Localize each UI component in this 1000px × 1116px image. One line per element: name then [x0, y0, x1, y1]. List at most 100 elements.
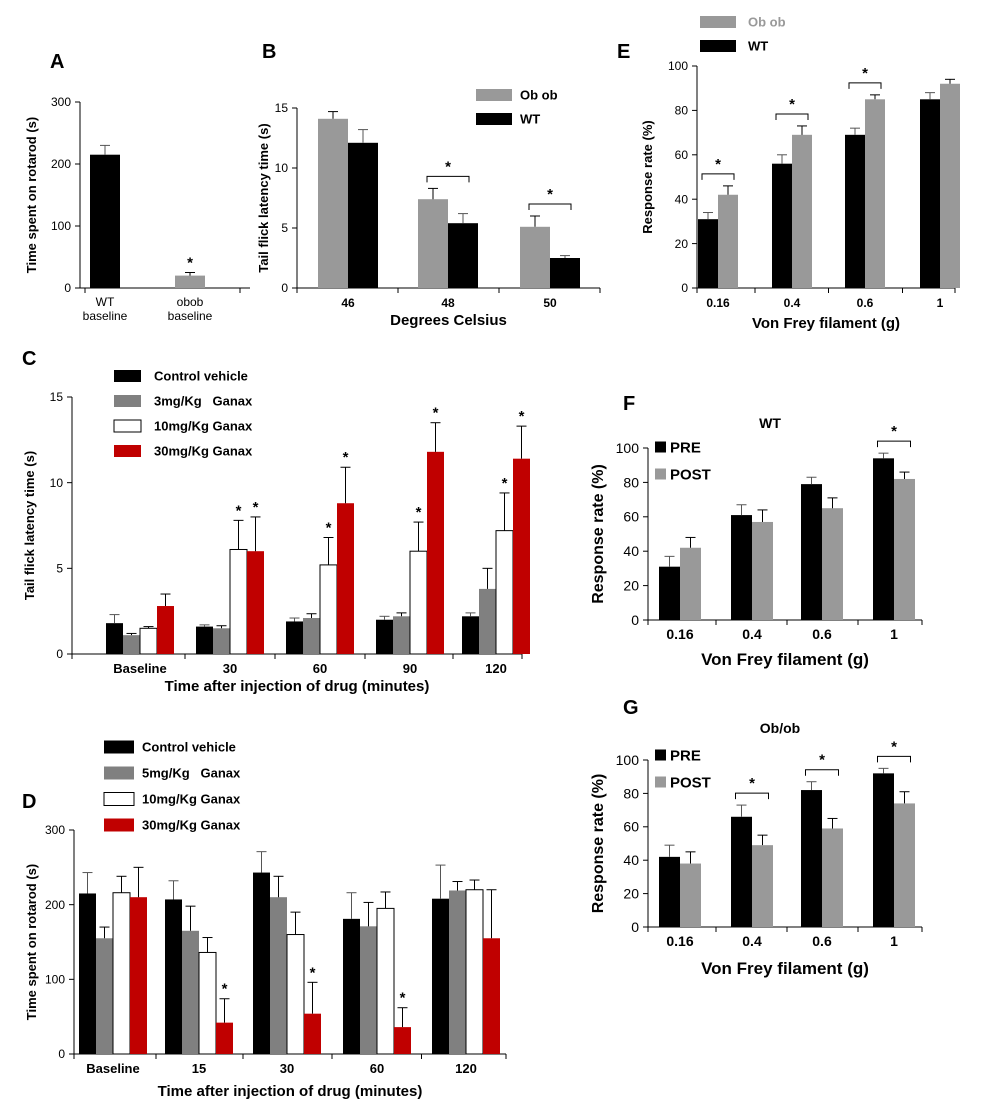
bar [801, 790, 822, 927]
bar [822, 508, 843, 620]
x-tick-label: 60 [370, 1061, 384, 1076]
bar [394, 1027, 411, 1054]
x-tick-label: 0.6 [857, 296, 874, 310]
legend-label: WT [748, 39, 768, 54]
bar [772, 163, 792, 288]
bar [337, 503, 354, 654]
x-tick-label: 0.4 [742, 626, 762, 642]
significance-bracket [805, 769, 839, 776]
bar [432, 898, 449, 1054]
significance-star: * [433, 405, 439, 422]
y-tick-label: 40 [675, 192, 689, 206]
y-tick-label: 5 [281, 221, 288, 235]
x-tick-label: 1 [890, 933, 898, 949]
significance-star: * [862, 65, 868, 82]
bar [90, 154, 120, 288]
bar [513, 458, 530, 654]
legend-swatch [114, 395, 141, 407]
legend-label: 3mg/Kg Ganax [154, 394, 253, 409]
x-tick-label: 120 [455, 1061, 477, 1076]
bar [96, 938, 113, 1054]
bar [462, 616, 479, 654]
significance-bracket [735, 792, 769, 800]
y-tick-label: 0 [681, 281, 688, 295]
significance-star: * [326, 519, 332, 536]
bar [698, 219, 718, 288]
legend-label: POST [670, 774, 711, 791]
significance-star: * [819, 752, 825, 769]
bar [376, 907, 395, 1055]
y-tick-label: 40 [623, 852, 639, 868]
bar [465, 889, 484, 1055]
bar [873, 458, 894, 620]
legend-swatch [655, 749, 666, 761]
chart-title: WT [759, 415, 781, 431]
bar [873, 773, 894, 927]
x-tick-label: 48 [441, 296, 455, 310]
legend-swatch [655, 776, 666, 788]
panel-label-a: A [50, 51, 64, 73]
y-axis-title: Time spent on rotarod (s) [24, 117, 39, 274]
bar [319, 564, 338, 655]
legend-swatch [700, 16, 736, 28]
y-axis-title: Tail flick latency time (s) [256, 123, 271, 272]
legend-swatch [103, 792, 135, 806]
legend-label: Control vehicle [142, 740, 236, 755]
significance-star: * [253, 499, 259, 516]
x-tick-label: 1 [890, 626, 898, 642]
y-axis-title: Tail flick latency time (s) [22, 451, 37, 600]
bar [247, 551, 264, 654]
bar [550, 258, 580, 288]
bar [845, 134, 865, 288]
significance-bracket [701, 173, 735, 180]
significance-star: * [789, 96, 795, 113]
bar [157, 606, 174, 654]
y-tick-label: 15 [275, 101, 289, 115]
x-tick-label: 120 [485, 661, 507, 676]
legend-swatch [113, 419, 142, 433]
x-tick-label: 15 [192, 1061, 206, 1076]
significance-bracket [426, 175, 470, 183]
panel-label-b: B [262, 41, 276, 63]
bar [343, 918, 360, 1054]
bar [253, 872, 270, 1054]
significance-star: * [547, 186, 553, 203]
bar [801, 484, 822, 620]
y-tick-label: 60 [675, 148, 689, 162]
bar [286, 621, 303, 654]
y-tick-label: 100 [51, 219, 71, 233]
bar [196, 626, 213, 654]
legend-label: PRE [670, 439, 701, 456]
significance-star: * [749, 775, 755, 792]
bar [752, 845, 773, 927]
legend-swatch [104, 740, 134, 754]
legend-swatch [476, 113, 512, 125]
bar [286, 934, 305, 1055]
bar [792, 134, 812, 288]
bar [940, 83, 960, 288]
bar [680, 547, 701, 620]
legend-label: 10mg/Kg Ganax [142, 792, 241, 807]
bar [822, 828, 843, 927]
bar [303, 618, 320, 654]
panel-d: D 0 100 200 300 Time spent on rotarod (s) Base… [22, 740, 507, 1100]
y-tick-label: 0 [56, 647, 63, 661]
y-tick-label: 100 [616, 752, 640, 768]
legend-swatch [114, 445, 141, 457]
legend-label: Ob ob [748, 15, 786, 30]
y-axis-title: Response rate (%) [590, 774, 607, 914]
bar [659, 566, 680, 620]
bar [198, 951, 217, 1055]
significance-bracket [775, 113, 809, 120]
bar [894, 803, 915, 927]
x-tick-label: 0.4 [784, 296, 801, 310]
x-tick-label: baseline [83, 309, 128, 323]
y-tick-label: 300 [45, 823, 65, 837]
x-tick-label: 0.16 [666, 933, 693, 949]
bar [130, 897, 147, 1054]
x-tick-label: 90 [403, 661, 417, 676]
x-tick-label: Baseline [86, 1061, 139, 1076]
x-axis-title: Von Frey filament (g) [701, 650, 869, 669]
legend-label: POST [670, 466, 711, 483]
bar [479, 588, 496, 654]
